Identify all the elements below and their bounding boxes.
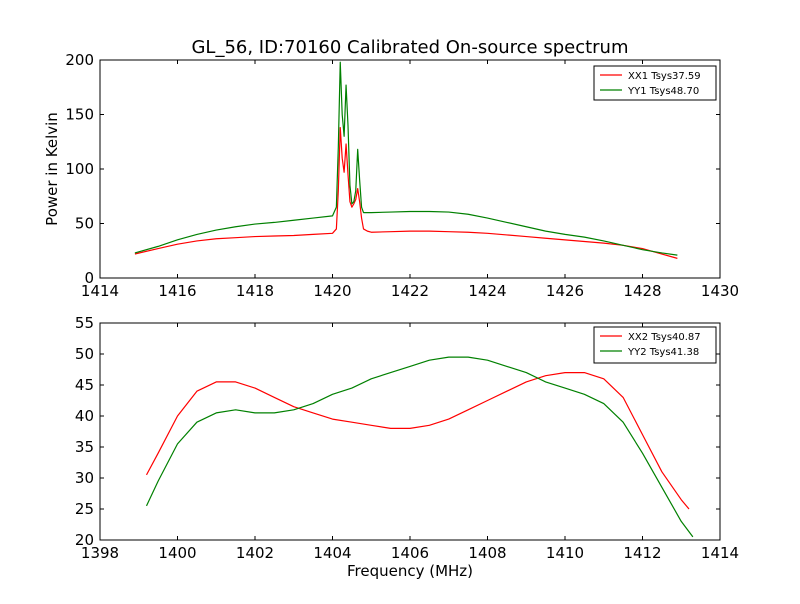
x-tick-label: 1418 [236,282,274,300]
legend-entry: YY2 Tsys41.38 [627,347,699,358]
y-tick-label: 200 [65,51,94,69]
series-line-2-2 [145,356,694,538]
y-tick-label: 55 [75,314,94,332]
legend-2: XX2 Tsys40.87 YY2 Tsys41.38 [593,326,717,364]
x-tick-label: 1414 [81,282,119,300]
series-line-1-2 [134,61,678,256]
x-tick-label: 1416 [158,282,196,300]
x-tick-label: 1410 [546,544,584,562]
y-tick-label: 30 [75,469,94,487]
x-axis-label: Frequency (MHz) [347,562,473,580]
y-tick-label: 50 [75,345,94,363]
x-tick-label: 1404 [313,544,351,562]
x-tick-label: 1398 [81,544,119,562]
series-line-1-1 [134,126,678,259]
x-tick-label: 1402 [236,544,274,562]
y-tick-label: 25 [75,500,94,518]
x-tick-label: 1412 [623,544,661,562]
x-tick-label: 1422 [391,282,429,300]
y-tick-label: 100 [65,160,94,178]
legend-entry: XX2 Tsys40.87 [628,332,701,343]
chart-title: GL_56, ID:70160 Calibrated On-source spe… [191,37,628,58]
y-tick-label: 45 [75,376,94,394]
legend-box [593,65,717,101]
x-tick-label: 1426 [546,282,584,300]
x-tick-label: 1428 [623,282,661,300]
legend-1: XX1 Tsys37.59 YY1 Tsys48.70 [593,65,717,101]
y-axis-label: Power in Kelvin [43,112,61,226]
legend-box [593,326,717,364]
legend-entry: YY1 Tsys48.70 [627,86,699,97]
x-tick-label: 1430 [701,282,739,300]
y-tick-label: 35 [75,438,94,456]
y-tick-label: 0 [84,269,94,287]
y-tick-label: 20 [75,531,94,549]
x-tick-label: 1408 [468,544,506,562]
y-tick-label: 40 [75,407,94,425]
x-tick-label: 1420 [313,282,351,300]
y-tick-label: 50 [75,215,94,233]
x-tick-label: 1424 [468,282,506,300]
legend-entry: XX1 Tsys37.59 [628,71,701,82]
x-tick-label: 1400 [158,544,196,562]
x-tick-label: 1414 [701,544,739,562]
plot-panel-2: 1398 1400 1402 1404 1406 1408 1410 1412 1414 20 25… [75,314,739,580]
series-line-2-1 [145,372,690,510]
x-tick-label: 1406 [391,544,429,562]
y-tick-label: 150 [65,106,94,124]
plot-panel-1: 1414 1416 1418 1420 1422 1424 1426 1428 1430 0 50 1… [43,51,739,300]
